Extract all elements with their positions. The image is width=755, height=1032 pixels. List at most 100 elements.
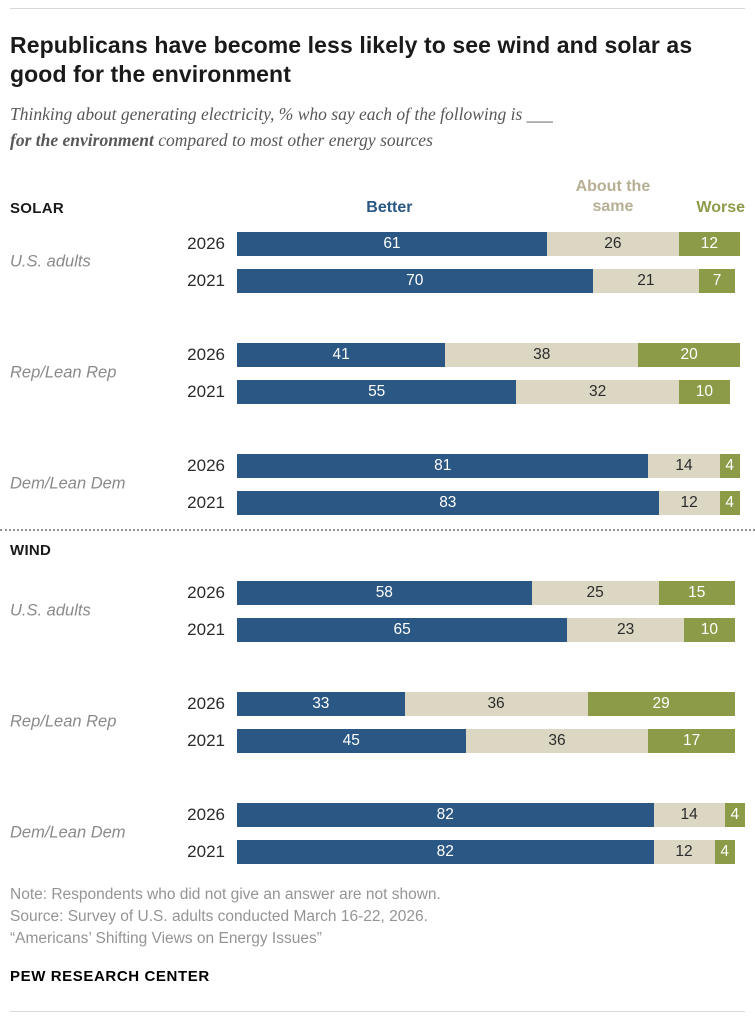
bar-row: 2026 81 14 4 [10,454,745,479]
bar-segment-same: 12 [653,840,715,865]
year-label: 2026 [187,456,225,476]
bar-group: Rep/Lean Rep 2026 33 36 29 2021 45 36 17 [10,692,745,754]
bar-segment-better: 41 [237,343,446,368]
year-label: 2026 [187,234,225,254]
stacked-bar-chart: SOLAR Better About the same Worse U.S. adults… [0,169,755,865]
value-label: 36 [548,732,566,750]
bar-segment-same: 36 [404,692,588,717]
value-label: 33 [312,695,330,713]
value-label: 15 [688,584,706,602]
bar-segment-same: 32 [516,380,679,405]
bar-group: Dem/Lean Dem 2026 81 14 4 2021 83 12 4 [10,454,745,516]
stacked-bar: 65 23 10 [237,618,745,643]
value-label: 55 [368,383,386,401]
section-header: SOLAR Better About the same Worse [10,169,745,217]
value-label: 23 [616,621,635,639]
stacked-bar: 33 36 29 [237,692,745,717]
value-label: 26 [604,235,622,253]
year-label: 2026 [187,583,225,603]
bar-segment-better: 33 [237,692,405,717]
legend-label-about-the-same: About the same [576,177,651,217]
value-label: 12 [680,494,698,512]
bar-row: 2026 41 38 20 [10,343,745,368]
stacked-bar: 55 32 10 [237,380,745,405]
bar-row: 2021 82 12 4 [10,840,745,865]
bar-segment-worse: 17 [648,729,735,754]
bar-segment-worse: 10 [678,380,730,405]
stacked-bar: 41 38 20 [237,343,745,368]
year-label: 2026 [187,345,225,365]
bar-segment-better: 58 [237,581,532,606]
bar-row: 2026 61 26 12 [10,232,745,257]
value-label: 20 [680,346,698,364]
stacked-bar: 45 36 17 [237,729,745,754]
bar-segment-better: 45 [237,729,466,754]
section-label: SOLAR [10,200,64,218]
value-label: 65 [393,621,411,639]
bar-segment-better: 55 [237,380,517,405]
bar-group: U.S. adults 2026 58 25 15 2021 65 23 10 [10,581,745,643]
group-label: U.S. adults [10,252,91,271]
value-label: 45 [342,732,360,750]
stacked-bar: 82 12 4 [237,840,745,865]
value-label: 82 [436,843,454,861]
value-label: 4 [730,806,740,824]
group-label: Rep/Lean Rep [10,712,117,731]
value-label: 83 [439,494,457,512]
bar-segment-same: 36 [465,729,649,754]
year-label: 2026 [187,694,225,714]
stacked-bar: 70 21 7 [237,269,745,294]
group-label: U.S. adults [10,601,91,620]
bar-segment-same: 38 [445,343,639,368]
year-label: 2026 [187,805,225,825]
year-label: 2021 [187,271,225,291]
note-line: Note: Respondents who did not give an an… [10,886,441,904]
bar-segment-better: 82 [237,803,654,828]
value-label: 14 [675,457,693,475]
bar-segment-worse: 4 [719,491,740,516]
value-label: 4 [720,843,729,861]
bar-row: 2026 33 36 29 [10,692,745,717]
legend-label-better: Better [366,199,413,217]
bar-segment-better: 83 [237,491,659,516]
value-label: 58 [375,584,393,602]
group-label: Rep/Lean Rep [10,363,117,382]
bar-row: 2021 83 12 4 [10,491,745,516]
page: Republicans have become less likely to s… [0,8,755,1032]
value-label: 70 [406,272,424,290]
bar-row: 2021 45 36 17 [10,729,745,754]
value-label: 36 [487,695,505,713]
bottom-rule [10,1011,745,1013]
value-label: 10 [695,383,713,401]
year-label: 2021 [187,493,225,513]
chart-subtitle: Thinking about generating electricity, %… [10,101,745,154]
value-label: 4 [725,457,735,475]
year-label: 2021 [187,620,225,640]
bar-segment-worse: 7 [699,269,735,294]
bar-segment-better: 70 [237,269,593,294]
bar-group: Dem/Lean Dem 2026 82 14 4 2021 82 12 4 [10,803,745,865]
legend-about-line2: same [592,198,634,216]
value-label: 81 [434,457,452,475]
bar-segment-worse: 4 [714,840,735,865]
stacked-bar: 82 14 4 [237,803,745,828]
bar-group: Rep/Lean Rep 2026 41 38 20 2021 55 32 10 [10,343,745,405]
value-label: 29 [652,695,670,713]
bar-segment-worse: 4 [724,803,745,828]
bar-segment-worse: 4 [719,454,740,479]
group-label: Dem/Lean Dem [10,823,126,842]
subtitle-suffix-text: compared to most other energy sources [153,130,433,151]
legend-about-line1: About the [575,178,651,196]
value-label: 12 [675,843,693,861]
bar-segment-worse: 12 [678,232,740,257]
year-label: 2021 [187,842,225,862]
bar-row: 2021 55 32 10 [10,380,745,405]
legend-label-worse: Worse [696,199,745,217]
stacked-bar: 58 25 15 [237,581,745,606]
value-label: 41 [332,346,350,364]
bar-segment-better: 65 [237,618,568,643]
value-label: 4 [725,494,735,512]
section-header: WIND [10,541,745,559]
notes-block: Note: Respondents who did not give an an… [10,884,745,950]
bar-segment-same: 23 [567,618,685,643]
